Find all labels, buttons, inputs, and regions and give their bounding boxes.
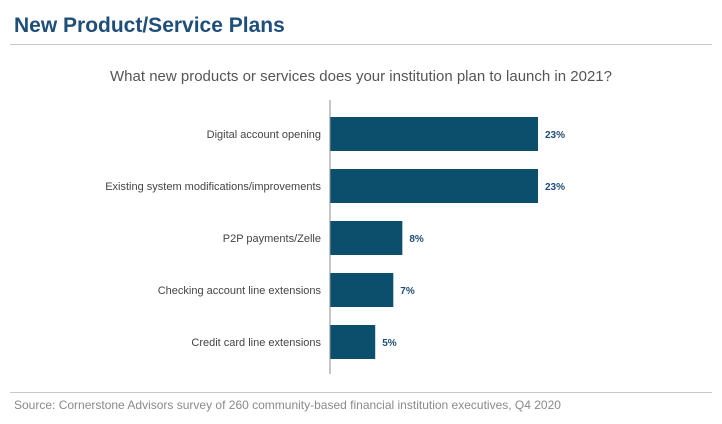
data-label: 5% — [382, 338, 397, 349]
data-label: 23% — [545, 182, 565, 193]
page-title: New Product/Service Plans — [14, 14, 285, 37]
category-label: Existing system modifications/improvemen… — [105, 181, 321, 193]
data-label: 7% — [400, 286, 415, 297]
bar — [330, 169, 538, 203]
bar — [330, 221, 403, 255]
footer-divider — [10, 392, 712, 393]
title-divider — [10, 44, 712, 45]
data-label: 23% — [545, 130, 565, 141]
category-label: Checking account line extensions — [158, 285, 322, 297]
chart-title: What new products or services does your … — [110, 68, 612, 85]
category-label: Credit card line extensions — [191, 337, 321, 349]
source-note: Source: Cornerstone Advisors survey of 2… — [14, 398, 561, 412]
bar — [330, 273, 394, 307]
category-label: Digital account opening — [207, 129, 321, 141]
bar — [330, 117, 538, 151]
category-label: P2P payments/Zelle — [223, 233, 321, 245]
data-label: 8% — [409, 234, 424, 245]
bar — [330, 325, 376, 359]
